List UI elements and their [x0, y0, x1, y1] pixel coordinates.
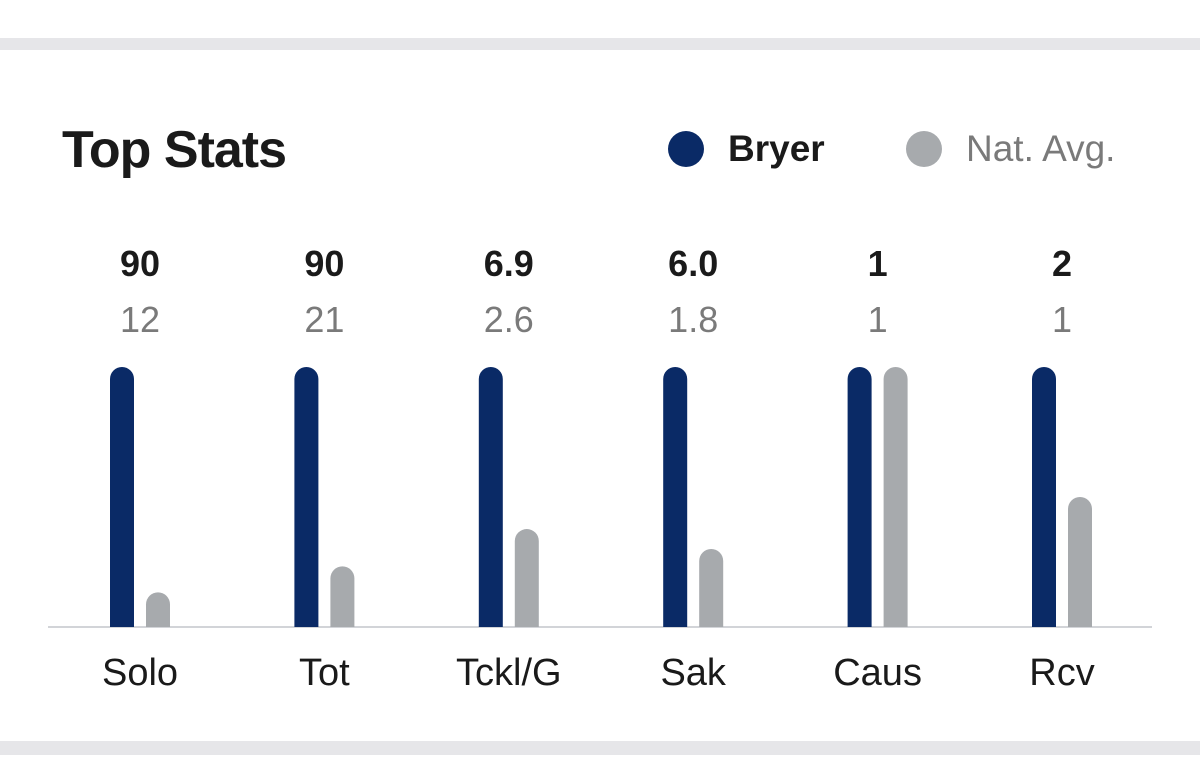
category-label-solo: Solo: [102, 652, 178, 694]
bar-bryer-rcv: [1032, 367, 1056, 627]
value-label-bryer-solo: 90: [120, 243, 160, 284]
bar-bryer-tot: [294, 367, 319, 627]
legend-dot-bryer: [668, 131, 704, 167]
bar-bryer-solo: [110, 367, 134, 627]
top-divider-band: [0, 38, 1200, 50]
legend-item-bryer: Bryer: [668, 128, 825, 170]
bar-nat-avg-solo: [146, 592, 170, 627]
value-label-bryer-sak: 6.0: [668, 243, 718, 284]
bar-bryer-tckl-g: [478, 367, 503, 627]
bar-nat-avg-sak: [699, 549, 724, 627]
legend-label-bryer: Bryer: [728, 128, 825, 169]
chart-title: Top Stats: [62, 121, 287, 179]
category-label-sak: Sak: [660, 652, 726, 694]
legend-item-nat-avg: Nat. Avg.: [906, 128, 1115, 170]
value-label-nat-avg-sak: 1.8: [668, 299, 718, 340]
bottom-divider-band: [0, 741, 1200, 755]
legend-label-nat-avg: Nat. Avg.: [966, 128, 1116, 169]
category-label-tckl-g: Tckl/G: [456, 652, 562, 694]
legend-dot-nat-avg: [906, 131, 942, 167]
value-label-nat-avg-rcv: 1: [1052, 299, 1072, 340]
category-label-tot: Tot: [299, 652, 350, 694]
value-label-nat-avg-tot: 21: [304, 299, 344, 340]
bar-nat-avg-tckl-g: [514, 529, 539, 627]
bar-nat-avg-tot: [330, 566, 355, 627]
bar-nat-avg-caus: [883, 367, 908, 627]
value-label-nat-avg-solo: 12: [120, 299, 160, 340]
category-label-rcv: Rcv: [1029, 652, 1094, 694]
bar-bryer-caus: [847, 367, 872, 627]
value-label-bryer-tot: 90: [304, 243, 344, 284]
value-label-nat-avg-caus: 1: [868, 299, 888, 340]
value-label-bryer-caus: 1: [868, 243, 888, 284]
bar-nat-avg-rcv: [1068, 497, 1092, 627]
category-label-caus: Caus: [833, 652, 922, 694]
bar-bryer-sak: [663, 367, 688, 627]
value-label-bryer-tckl-g: 6.9: [484, 243, 534, 284]
value-label-bryer-rcv: 2: [1052, 243, 1072, 284]
value-label-nat-avg-tckl-g: 2.6: [484, 299, 534, 340]
